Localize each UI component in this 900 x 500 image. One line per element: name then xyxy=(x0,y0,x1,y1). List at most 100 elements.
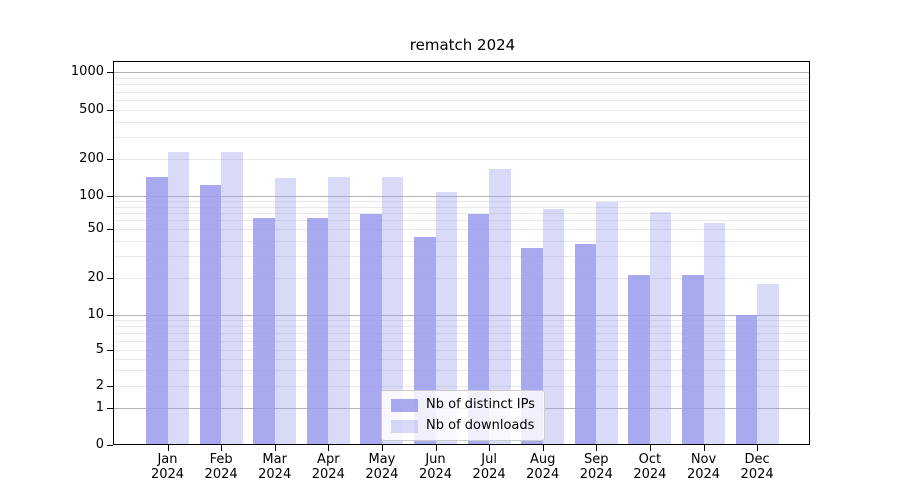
x-tick-mark xyxy=(649,445,652,451)
minor-gridline xyxy=(114,213,810,214)
minor-gridline xyxy=(114,333,810,334)
major-gridline xyxy=(114,315,810,316)
x-tick-label-jul: Jul 2024 xyxy=(472,452,506,482)
minor-gridline xyxy=(114,121,810,123)
y-tick-label-10: 10 xyxy=(87,307,104,322)
minor-gridline xyxy=(114,201,810,202)
x-tick-mark xyxy=(167,445,169,451)
minor-gridline xyxy=(114,340,810,342)
bar-distinct-ips-jul xyxy=(467,213,490,445)
x-tick-mark xyxy=(489,445,491,451)
x-tick-label-sep: Sep 2024 xyxy=(579,452,613,482)
legend: Nb of distinct IPs Nb of downloads xyxy=(381,390,545,441)
y-tick-label-1: 1 xyxy=(95,400,104,415)
bar-downloads-nov xyxy=(703,222,725,445)
y-tick-label-50: 50 xyxy=(87,221,104,236)
y-tick-mark xyxy=(107,407,113,409)
y-tick-mark xyxy=(107,314,113,316)
y-tick-label-100: 100 xyxy=(79,188,104,203)
x-tick-label-may: May 2024 xyxy=(365,452,399,482)
bar-distinct-ips-nov xyxy=(682,275,704,445)
minor-gridline xyxy=(114,358,810,360)
bar-distinct-ips-apr xyxy=(306,218,329,445)
legend-label-downloads: Nb of downloads xyxy=(426,418,535,433)
chart-title: rematch 2024 xyxy=(409,36,516,54)
x-tick-mark xyxy=(542,445,544,451)
legend-swatch-distinct-ips xyxy=(391,398,418,412)
bar-downloads-jun xyxy=(435,191,457,445)
bar-downloads-dec xyxy=(757,283,779,445)
x-tick-label-mar: Mar 2024 xyxy=(258,452,292,482)
minor-gridline xyxy=(114,386,810,387)
minor-gridline xyxy=(114,240,810,242)
x-tick-mark xyxy=(221,445,223,451)
bar-downloads-jan xyxy=(167,152,189,445)
minor-gridline xyxy=(114,256,810,258)
bar-downloads-oct xyxy=(649,212,672,445)
minor-gridline xyxy=(114,326,810,328)
y-tick-mark xyxy=(107,385,113,387)
bar-downloads-mar xyxy=(274,178,297,445)
minor-gridline xyxy=(114,91,810,93)
y-tick-mark xyxy=(107,195,113,197)
bar-downloads-jul xyxy=(489,168,511,445)
y-tick-label-0: 0 xyxy=(95,437,104,452)
x-tick-label-apr: Apr 2024 xyxy=(311,452,345,482)
bar-downloads-may xyxy=(381,176,404,445)
major-gridline xyxy=(114,196,810,197)
y-tick-label-200: 200 xyxy=(79,151,104,166)
minor-gridline xyxy=(114,370,810,372)
x-tick-mark xyxy=(596,445,598,451)
y-tick-mark xyxy=(107,277,113,279)
y-tick-label-20: 20 xyxy=(87,270,104,285)
x-tick-label-jun: Jun 2024 xyxy=(418,452,453,482)
y-tick-mark xyxy=(107,228,113,230)
x-tick-mark xyxy=(435,445,437,451)
minor-gridline xyxy=(114,320,810,322)
y-tick-mark xyxy=(107,444,113,446)
minor-gridline xyxy=(114,159,810,160)
bar-distinct-ips-dec xyxy=(735,315,758,445)
y-tick-mark xyxy=(107,71,113,73)
bar-distinct-ips-feb xyxy=(199,184,222,445)
x-tick-label-feb: Feb 2024 xyxy=(204,452,238,482)
x-tick-mark xyxy=(328,445,330,451)
bar-downloads-aug xyxy=(542,209,565,445)
bar-distinct-ips-may xyxy=(360,213,382,445)
bar-distinct-ips-oct xyxy=(628,275,650,445)
y-tick-label-1000: 1000 xyxy=(70,64,104,79)
bar-downloads-feb xyxy=(221,152,243,445)
minor-gridline xyxy=(114,137,810,139)
minor-gridline xyxy=(114,206,810,208)
minor-gridline xyxy=(114,84,810,86)
x-tick-mark xyxy=(703,445,705,451)
y-tick-label-2: 2 xyxy=(95,378,104,393)
y-tick-label-5: 5 xyxy=(95,342,104,357)
minor-gridline xyxy=(114,278,810,279)
minor-gridline xyxy=(114,220,810,222)
legend-entry-downloads: Nb of downloads xyxy=(391,417,535,435)
y-tick-mark xyxy=(107,158,113,160)
bar-distinct-ips-jan xyxy=(146,176,168,445)
x-tick-label-nov: Nov 2024 xyxy=(686,452,721,482)
bar-downloads-sep xyxy=(596,202,618,445)
y-tick-label-500: 500 xyxy=(79,102,104,117)
x-tick-label-oct: Oct 2024 xyxy=(633,452,667,482)
legend-label-distinct-ips: Nb of distinct IPs xyxy=(426,397,535,412)
minor-gridline xyxy=(114,110,810,111)
x-tick-mark xyxy=(757,445,759,451)
x-tick-mark xyxy=(381,445,384,451)
legend-entry-distinct-ips: Nb of distinct IPs xyxy=(391,396,535,414)
x-tick-label-dec: Dec 2024 xyxy=(740,452,774,482)
minor-gridline xyxy=(114,350,810,351)
bar-distinct-ips-mar xyxy=(253,218,275,445)
x-tick-mark xyxy=(274,445,276,451)
y-tick-mark xyxy=(107,109,113,111)
y-tick-mark xyxy=(107,349,113,351)
major-gridline xyxy=(114,72,810,73)
bar-distinct-ips-sep xyxy=(574,243,597,445)
x-tick-label-jan: Jan 2024 xyxy=(150,452,185,482)
legend-swatch-downloads xyxy=(391,419,418,433)
x-tick-label-aug: Aug 2024 xyxy=(526,452,560,482)
